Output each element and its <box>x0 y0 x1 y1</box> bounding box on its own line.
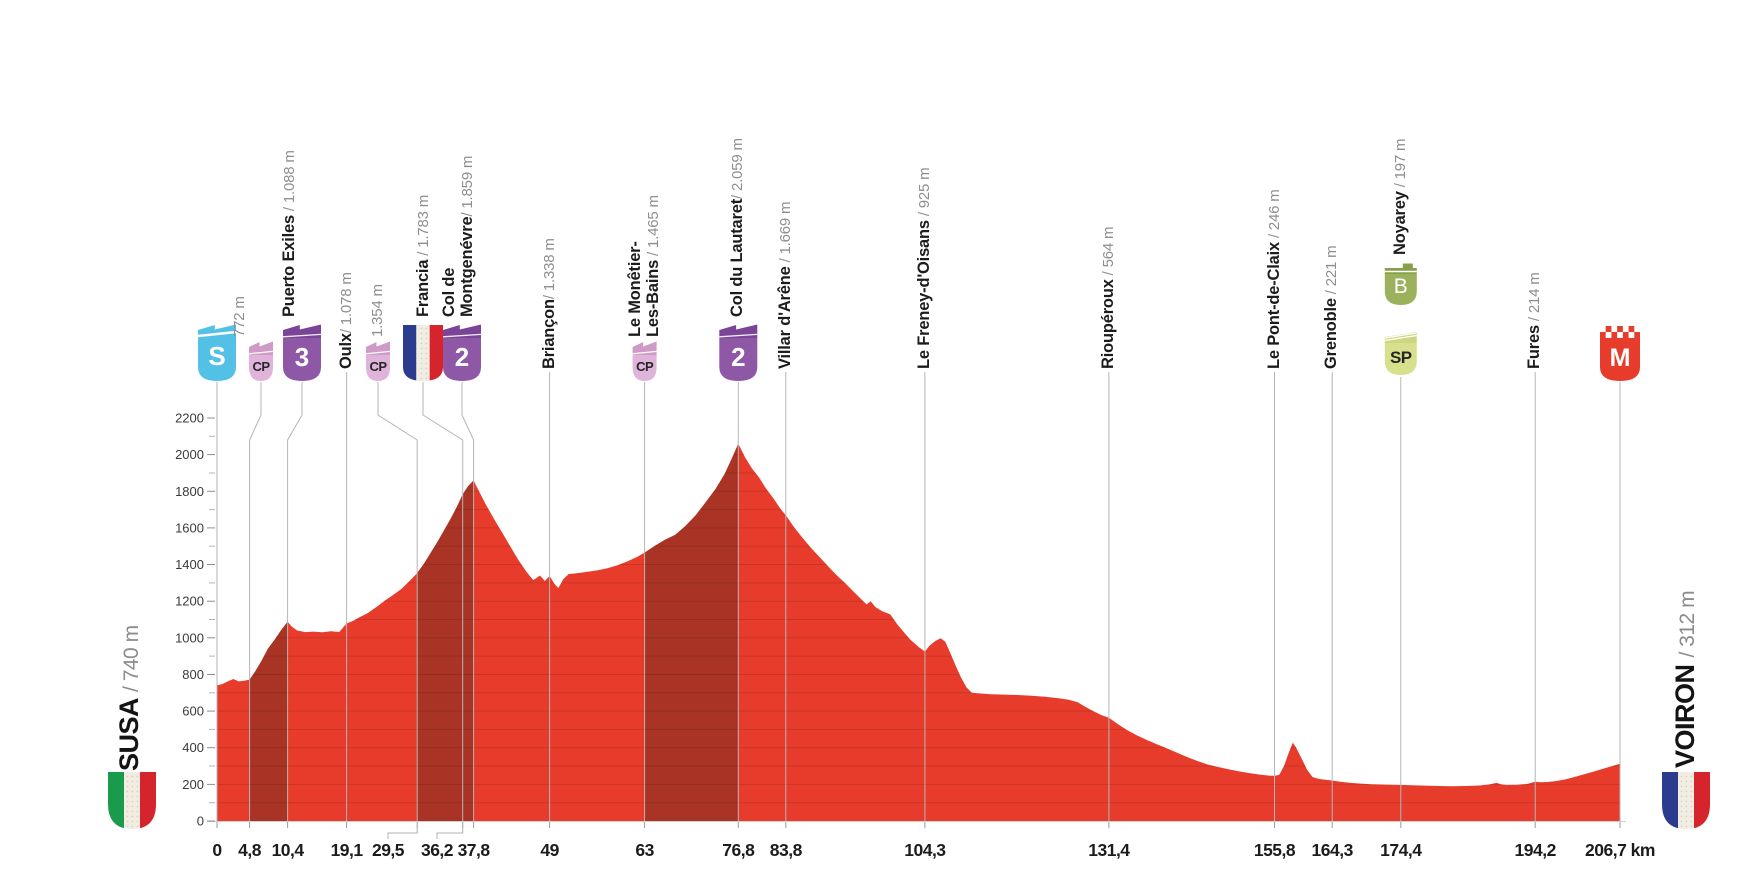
badge-bonus-icon: B <box>1384 263 1417 305</box>
tick-leader-line <box>387 827 418 839</box>
badge-france-icon <box>403 325 443 381</box>
finish-town-elevation: / 312 m <box>1676 590 1699 658</box>
x-tick-label: 104,3 <box>904 840 946 860</box>
waypoint-label: 772 m <box>231 296 248 337</box>
badge-start-icon: S <box>197 324 237 381</box>
waypoint-gridline <box>422 382 464 821</box>
waypoint-label: Villar d'Arêne / 1.669 m <box>775 201 794 369</box>
y-tick-label: 200 <box>182 777 204 792</box>
svg-text:2: 2 <box>731 342 745 372</box>
svg-text:B: B <box>1394 275 1408 298</box>
waypoint-label: Briançon/ 1.338 m <box>539 238 558 369</box>
badge-cp-icon: CP <box>248 341 274 381</box>
y-tick-label: 1200 <box>175 594 204 609</box>
svg-text:S: S <box>208 341 225 371</box>
badge-sprint-icon: SP <box>1384 332 1417 375</box>
elevation-hatch-lines <box>217 454 1620 804</box>
badge-finish-icon: M <box>1600 326 1640 381</box>
svg-text:CP: CP <box>369 359 387 374</box>
x-tick-label: 194,2 <box>1515 840 1557 860</box>
start-town-name: SUSA <box>114 698 144 771</box>
x-tick-label: 174,4 <box>1380 840 1422 860</box>
svg-text:2: 2 <box>455 342 469 372</box>
y-tick-label: 1600 <box>175 520 204 535</box>
x-tick-label: 0 <box>212 840 222 860</box>
waypoint-label: Oulx/ 1.078 m <box>336 272 355 369</box>
y-tick-label: 600 <box>182 704 204 719</box>
y-tick-label: 800 <box>182 667 204 682</box>
waypoint-label: Rioupéroux / 564 m <box>1098 226 1117 369</box>
finish-town-label: VOIRON / 312 m <box>1670 591 1703 768</box>
y-tick-label: 1800 <box>175 484 204 499</box>
waypoint-label: Grenoble / 221 m <box>1322 245 1341 369</box>
waypoint-label: 1.354 m <box>369 284 386 337</box>
x-tick-label: 29,5 <box>372 840 405 860</box>
x-tick-label: 36,2 <box>421 840 454 860</box>
svg-text:CP: CP <box>636 359 654 374</box>
waypoint-label: Noyarey / 197 m <box>1390 138 1409 255</box>
climb-segment <box>417 443 474 821</box>
x-tick-label: 4,8 <box>238 840 262 860</box>
finish-town-name: VOIRON <box>1670 664 1700 768</box>
waypoint-gridline <box>287 382 303 821</box>
start-town-label: SUSA / 740 m <box>114 625 147 771</box>
badge-cp-icon: CP <box>632 341 657 381</box>
climb-segment <box>249 443 288 821</box>
svg-text:M: M <box>1610 344 1631 372</box>
x-tick-label: 164,3 <box>1312 840 1354 860</box>
x-tick-label: 49 <box>540 840 559 860</box>
y-tick-label: 0 <box>197 814 204 829</box>
italy-flag-shield <box>108 772 156 829</box>
x-tick-label: 76,8 <box>722 840 755 860</box>
x-tick-label: 10,4 <box>272 840 305 860</box>
y-tick-label: 2000 <box>175 447 204 462</box>
waypoint-label: Le Pont-de-Claix / 246 m <box>1264 189 1283 369</box>
x-tick-label: 206,7 km <box>1585 840 1655 860</box>
waypoint-label: Le Monêtier- Les-Bains / 1.465 m <box>625 195 662 337</box>
x-tick-label: 83,8 <box>770 840 803 860</box>
y-tick-label: 1000 <box>175 630 204 645</box>
start-town-elevation: / 740 m <box>120 625 143 692</box>
svg-text:3: 3 <box>295 342 309 372</box>
france-flag-shield <box>1662 772 1710 829</box>
waypoint-gridline <box>377 382 418 821</box>
y-tick-label: 1400 <box>175 557 204 572</box>
x-tick-label: 19,1 <box>331 840 364 860</box>
svg-text:CP: CP <box>252 359 270 374</box>
badge-cat-icon: 2 <box>719 324 758 381</box>
waypoint-label: Fures / 214 m <box>1525 272 1544 369</box>
tick-leader-line <box>436 827 464 839</box>
waypoint-label: Francia / 1.783 m <box>414 195 432 317</box>
badge-cat-icon: 3 <box>282 324 322 381</box>
x-tick-label: 155,8 <box>1254 840 1296 860</box>
x-tick-label: 37,8 <box>458 840 491 860</box>
y-tick-label: 400 <box>182 740 204 755</box>
waypoint-gridline <box>249 382 262 821</box>
x-tick-label: 63 <box>635 840 654 860</box>
waypoint-gridline <box>461 382 475 821</box>
climb-segment <box>644 443 739 821</box>
waypoint-label: Col de Montgenévre/ 1.859 m <box>440 155 476 317</box>
waypoint-label: Le Freney-d'Oisans / 925 m <box>914 167 933 369</box>
x-tick-label: 131,4 <box>1088 840 1130 860</box>
waypoint-label: Col du Lautaret/ 2.059 m <box>728 138 747 317</box>
svg-text:SP: SP <box>1390 348 1412 367</box>
badge-cp-icon: CP <box>365 341 391 381</box>
badge-cat-icon: 2 <box>442 324 482 381</box>
elevation-area <box>217 443 1620 821</box>
waypoint-label: Puerto Exiles / 1.088 m <box>280 150 298 317</box>
y-tick-label: 2200 <box>175 411 204 426</box>
